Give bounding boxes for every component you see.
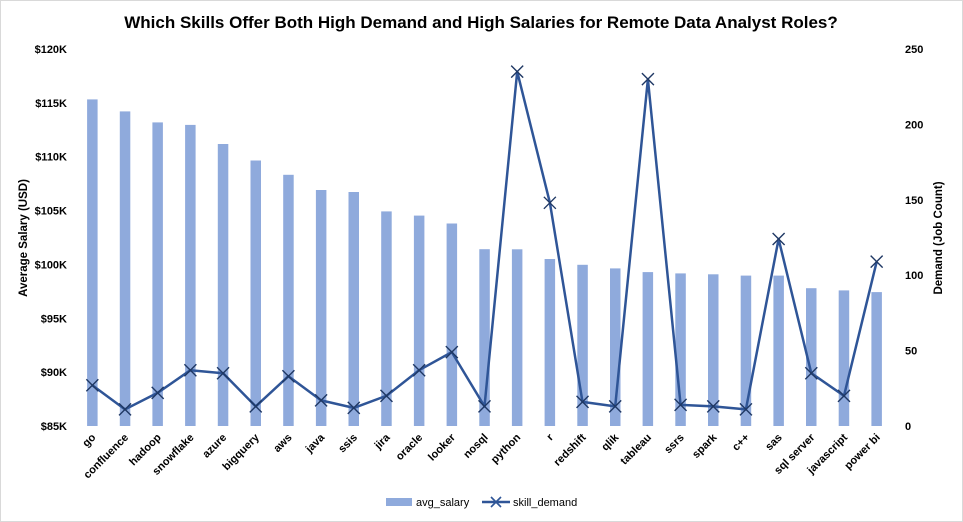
bar-r xyxy=(544,259,556,426)
demand-point-confluence xyxy=(118,402,132,416)
demand-point-tableau xyxy=(641,72,655,86)
bar-ssis xyxy=(348,192,359,426)
bar-spark xyxy=(708,274,719,426)
bar-azure xyxy=(217,144,229,426)
x-tick-nosql: nosql xyxy=(461,432,490,461)
y-axis-title: Average Salary (USD) xyxy=(18,179,30,297)
x-tick-r: r xyxy=(545,431,557,443)
bar-snowflake xyxy=(185,124,196,427)
x-tick-qlik: qlik xyxy=(599,431,622,454)
demand-point-bigquery xyxy=(249,399,263,413)
bar-nosql xyxy=(479,249,490,426)
y-tick-label: $85K xyxy=(41,421,67,433)
demand-point-hadoop xyxy=(151,386,165,400)
demand-point-javascript xyxy=(837,389,851,403)
x-tick-power-bi: power bi xyxy=(842,432,882,472)
legend-swatch-avg-salary xyxy=(386,498,412,506)
chart-title: Which Skills Offer Both High Demand and … xyxy=(124,13,838,32)
bar-qlik xyxy=(610,268,621,426)
demand-point-jira xyxy=(379,389,393,403)
x-tick-python: python xyxy=(489,431,524,466)
x-tick-jira: jira xyxy=(372,431,393,452)
demand-point-ssis xyxy=(347,401,361,415)
demand-point-python xyxy=(510,65,524,79)
bar-bigquery xyxy=(250,160,261,426)
bar-confluence xyxy=(119,111,131,427)
y2-tick-label: 100 xyxy=(905,270,923,282)
demand-point-azure xyxy=(216,366,230,380)
bar-looker xyxy=(446,223,458,426)
demand-point-r xyxy=(543,196,557,210)
y-tick-label: $100K xyxy=(35,259,67,271)
y-tick-label: $95K xyxy=(41,313,67,325)
demand-point-power-bi xyxy=(870,255,884,269)
right-axis-ticks: 0 50 100 150 200 250 xyxy=(905,44,923,433)
demand-point-nosql xyxy=(478,399,491,413)
demand-point-aws xyxy=(281,369,295,383)
x-tick-ssrs: ssrs xyxy=(662,432,686,456)
demand-point-looker xyxy=(445,345,459,359)
bar-oracle xyxy=(413,215,425,426)
demand-point-cplusplus xyxy=(739,402,753,416)
x-tick-java: java xyxy=(303,431,328,456)
demand-point-sql-server xyxy=(804,366,818,380)
x-tick-azure: azure xyxy=(200,432,229,461)
demand-point-snowflake xyxy=(183,363,197,377)
bar-java xyxy=(315,190,327,426)
bar-ssrs xyxy=(675,273,686,426)
bar-hadoop xyxy=(152,122,163,427)
y2-tick-label: 0 xyxy=(905,421,911,433)
x-tick-aws: aws xyxy=(271,432,294,455)
bar-sas xyxy=(773,275,784,426)
y2-tick-label: 150 xyxy=(905,195,923,207)
demand-point-qlik xyxy=(608,399,622,413)
y-tick-label: $120K xyxy=(35,44,67,56)
x-tick-spark: spark xyxy=(690,431,720,461)
demand-point-redshift xyxy=(576,395,590,409)
bar-sql-server xyxy=(806,288,817,426)
left-axis-ticks: $85K $90K $95K $100K $105K $110K $115K $120K xyxy=(35,44,67,433)
y-tick-label: $105K xyxy=(35,206,67,218)
x-tick-ssis: ssis xyxy=(336,432,360,456)
demand-line xyxy=(85,65,884,416)
y-tick-label: $110K xyxy=(35,152,67,164)
bar-jira xyxy=(381,211,392,426)
demand-point-oracle xyxy=(412,363,426,377)
legend: avg_salary skill_demand xyxy=(386,496,577,509)
bar-javascript xyxy=(838,290,850,426)
x-tick-bigquery: bigquery xyxy=(220,431,262,473)
bar-power-bi xyxy=(871,292,882,426)
y-tick-label: $90K xyxy=(41,367,67,379)
x-tick-oracle: oracle xyxy=(394,432,425,463)
demand-point-spark xyxy=(706,399,720,413)
y2-axis-title: Demand (Job Count) xyxy=(933,181,945,294)
salary-bars xyxy=(87,99,882,427)
x-tick-go: go xyxy=(80,431,98,449)
bar-go xyxy=(87,99,98,427)
y2-tick-label: 50 xyxy=(905,346,917,358)
x-tick-tableau: tableau xyxy=(618,432,654,468)
x-tick-looker: looker xyxy=(426,431,458,463)
bar-redshift xyxy=(577,264,588,426)
bar-python xyxy=(511,249,523,426)
demand-point-sas xyxy=(772,232,786,246)
x-tick-sas: sas xyxy=(763,432,784,453)
legend-marker-icon xyxy=(490,496,502,508)
legend-label-skill-demand: skill_demand xyxy=(513,497,577,509)
y-tick-label: $115K xyxy=(35,98,67,110)
x-tick-redshift: redshift xyxy=(552,431,589,468)
demand-point-go xyxy=(85,378,99,392)
x-tick-cplusplus: c++ xyxy=(730,432,752,454)
y2-tick-label: 250 xyxy=(905,44,923,56)
demand-point-java xyxy=(314,393,328,407)
y2-tick-label: 200 xyxy=(905,119,923,131)
bar-cplusplus xyxy=(740,275,752,426)
bar-aws xyxy=(283,174,294,426)
demand-point-ssrs xyxy=(674,398,688,412)
legend-label-avg-salary: avg_salary xyxy=(416,497,470,509)
bar-tableau xyxy=(642,272,654,426)
